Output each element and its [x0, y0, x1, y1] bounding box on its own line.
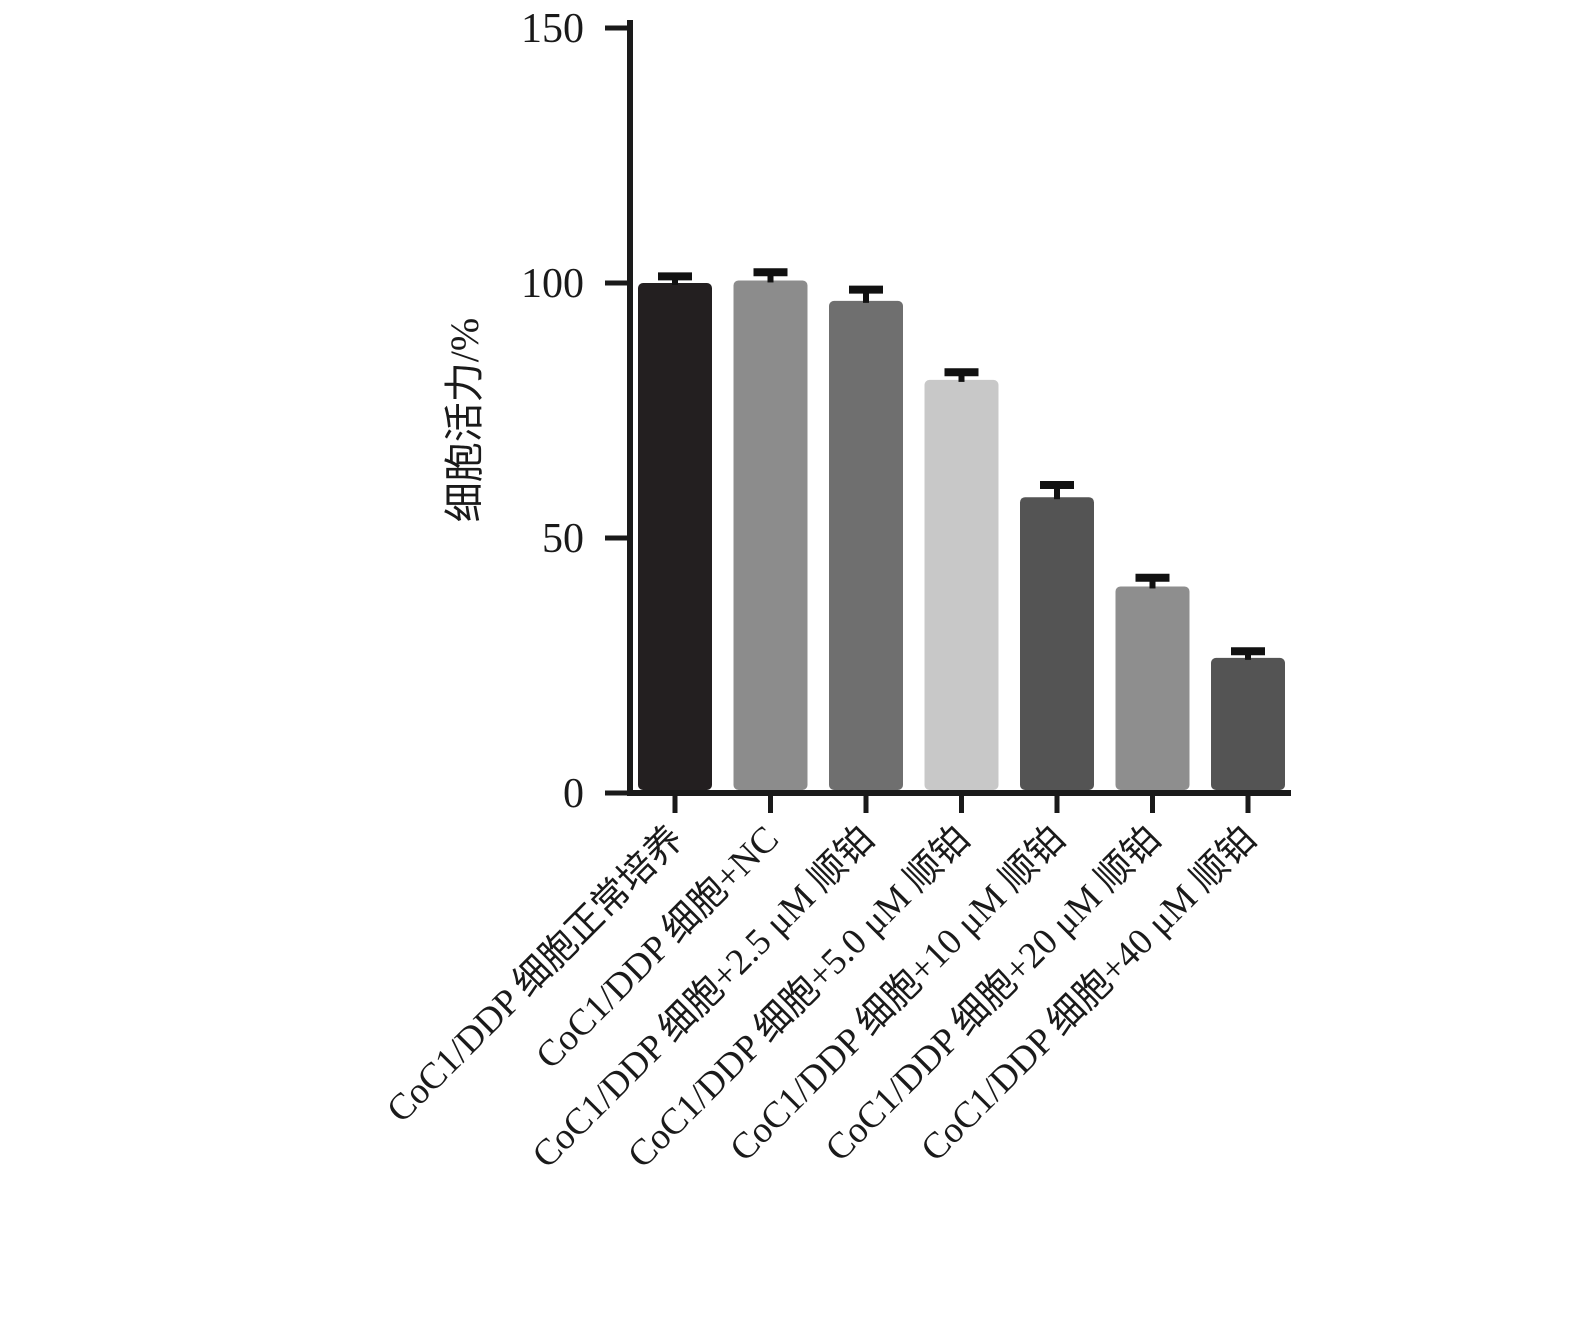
x-category-label: CoC1/DDP 细胞+5.0 μM 顺铂 [619, 818, 977, 1176]
y-tick-label: 150 [521, 6, 584, 52]
y-ticks-layer: 0 50 100 150 [521, 6, 630, 817]
bar [733, 280, 808, 790]
bar [924, 379, 999, 790]
bar [638, 283, 712, 790]
bar [1020, 497, 1094, 790]
y-tick-label: 100 [521, 261, 584, 307]
y-axis-title: 细胞活力/% [442, 318, 487, 522]
y-tick-label: 50 [542, 516, 584, 562]
bar [1211, 657, 1285, 790]
y-tick-label: 0 [563, 771, 584, 817]
bar [1115, 586, 1190, 790]
bar [829, 300, 903, 790]
error-bars-layer [658, 268, 1265, 660]
x-category-label: CoC1/DDP 细胞+2.5 μM 顺铂 [524, 818, 882, 1176]
bars-layer [638, 280, 1285, 790]
